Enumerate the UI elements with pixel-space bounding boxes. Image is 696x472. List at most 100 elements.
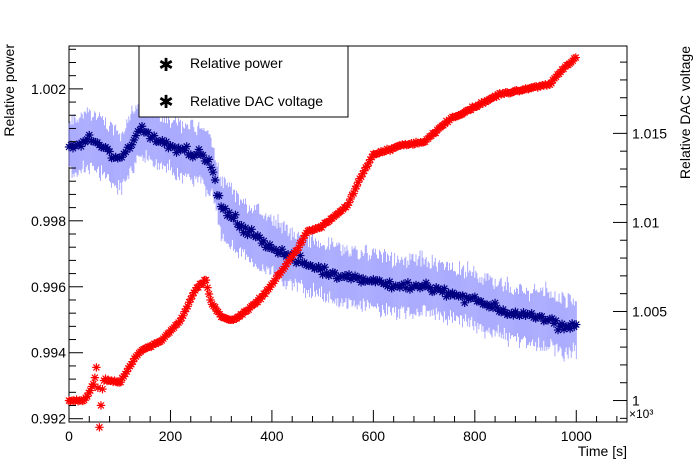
- power-point: [129, 135, 139, 145]
- left-tick-label: 0.994: [31, 345, 66, 361]
- right-axis-title: Relative DAC voltage: [677, 46, 693, 179]
- x-tick-label: 800: [463, 428, 487, 444]
- dac-point: [364, 158, 373, 168]
- dac-point: [95, 423, 104, 432]
- power-point: [565, 324, 575, 333]
- power-point: [190, 151, 200, 160]
- legend-marker-dac: ✱: [158, 92, 173, 112]
- power-point: [385, 277, 394, 286]
- legend-label-power: Relative power: [190, 55, 283, 71]
- power-point: [72, 140, 82, 150]
- dac-point: [204, 289, 214, 299]
- power-point: [70, 141, 80, 150]
- power-point: [219, 204, 228, 214]
- power-point: [430, 287, 439, 296]
- dac-point: [571, 53, 580, 62]
- power-point: [243, 230, 252, 240]
- power-point: [166, 141, 175, 150]
- power-point: [470, 292, 480, 302]
- dac-point: [122, 367, 132, 376]
- power-point: [397, 280, 406, 290]
- power-point: [265, 240, 275, 249]
- dac-point: [299, 234, 308, 243]
- dac-point: [210, 302, 220, 312]
- power-point: [537, 312, 546, 321]
- dac-point: [93, 383, 103, 393]
- power-point: [551, 316, 561, 325]
- power-point: [314, 262, 323, 271]
- dac-point: [188, 291, 197, 301]
- power-point: [259, 236, 268, 246]
- power-point: [330, 268, 340, 278]
- power-point: [131, 131, 141, 140]
- dac-point: [80, 395, 89, 405]
- power-point: [492, 303, 502, 313]
- dac-point: [154, 337, 163, 347]
- dac-point: [512, 86, 521, 95]
- power-point: [233, 219, 242, 229]
- dac-point: [119, 372, 128, 381]
- dac-point: [294, 243, 303, 252]
- right-tick-label: 1: [632, 393, 640, 409]
- dac-point: [98, 384, 107, 394]
- dac-point: [492, 92, 501, 102]
- power-point: [105, 147, 114, 156]
- power-point: [113, 154, 122, 163]
- dac-point: [551, 72, 561, 82]
- dac-point: [256, 294, 265, 304]
- legend: ✱ Relative power ✱ Relative DAC voltage: [138, 45, 349, 118]
- right-tick-label: 1.01: [632, 214, 659, 230]
- dac-point: [185, 298, 194, 307]
- dac-point: [92, 363, 101, 372]
- power-point: [225, 208, 234, 217]
- power-point: [505, 309, 514, 319]
- power-point: [568, 319, 577, 328]
- power-point: [533, 313, 542, 322]
- right-tick-label: 1.005: [632, 303, 667, 319]
- dac-point: [297, 238, 307, 247]
- dac-point: [116, 377, 125, 387]
- left-tick-label: 1.002: [31, 81, 66, 97]
- power-point: [198, 150, 208, 160]
- dac-point: [261, 289, 270, 299]
- dac-point: [358, 169, 367, 178]
- power-point: [515, 311, 524, 321]
- x-tick-label: 200: [159, 428, 183, 444]
- dac-point: [440, 119, 450, 128]
- power-point: [359, 274, 368, 283]
- dac-point: [201, 275, 211, 285]
- power-point: [450, 291, 459, 300]
- power-point: [85, 130, 94, 140]
- dac-point: [360, 166, 369, 175]
- power-point: [83, 135, 92, 144]
- power-point: [350, 271, 360, 280]
- power-point: [277, 244, 287, 254]
- dac-point: [352, 181, 361, 191]
- dac-point: [89, 379, 98, 389]
- power-point: [200, 156, 210, 166]
- dac-point: [169, 323, 179, 332]
- dac-point: [268, 279, 278, 288]
- power-point: [354, 273, 364, 282]
- power-point: [298, 259, 307, 268]
- power-point: [421, 278, 431, 288]
- dac-point: [183, 302, 192, 311]
- dac-point: [178, 311, 188, 321]
- right-tick-label: 1.015: [632, 125, 667, 141]
- left-tick-label: 0.998: [31, 213, 66, 229]
- left-tick-label: 0.996: [31, 279, 66, 295]
- power-point: [294, 257, 303, 266]
- power-point: [172, 148, 181, 157]
- dac-point: [265, 282, 275, 292]
- power-point: [559, 324, 569, 334]
- power-point: [237, 220, 246, 230]
- power-point: [476, 296, 486, 306]
- power-point: [162, 137, 171, 147]
- dac-point: [547, 79, 556, 88]
- power-point: [263, 243, 273, 252]
- power-point: [411, 280, 421, 290]
- power-point: [531, 314, 540, 323]
- power-point: [150, 131, 159, 140]
- dac-point: [213, 307, 223, 316]
- power-point: [428, 287, 437, 297]
